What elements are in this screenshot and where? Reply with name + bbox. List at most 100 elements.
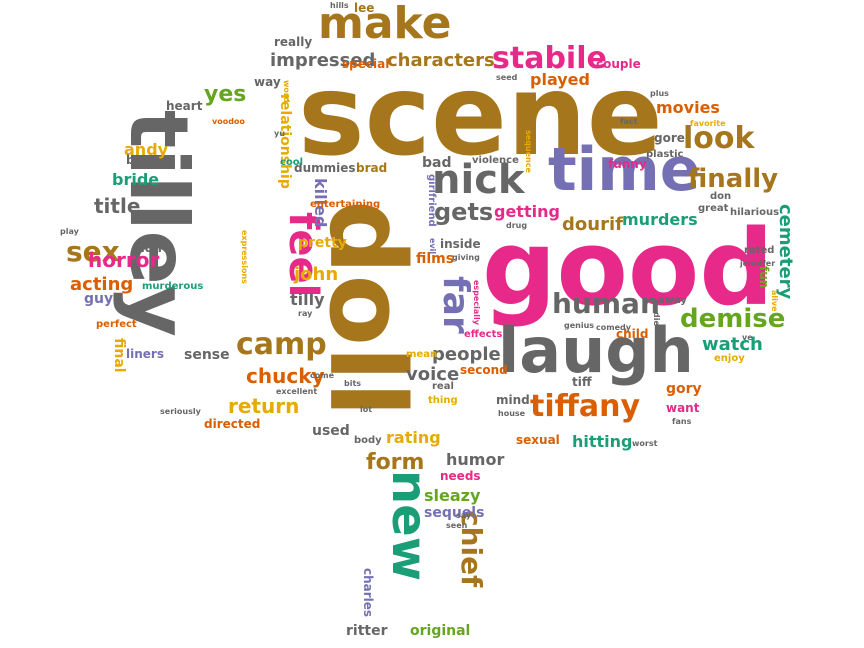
word-andy: andy	[124, 140, 169, 159]
word-yes: yes	[204, 82, 247, 107]
word-ritter: ritter	[346, 623, 388, 639]
word-fans: fans	[672, 417, 692, 426]
word-inside: inside	[440, 237, 481, 251]
word-return: return	[228, 394, 300, 418]
word-plastic: plastic	[646, 149, 684, 160]
word-come: come	[310, 371, 334, 380]
word-worst: worst	[632, 439, 658, 448]
word-sequence: sequence	[524, 130, 533, 173]
word-drug: drug	[506, 221, 528, 230]
word-alive: alive	[770, 290, 779, 312]
word-didn: didn	[132, 241, 162, 255]
word-liners: liners	[126, 347, 164, 361]
word-funny: funny	[608, 157, 647, 171]
word-good: good	[482, 207, 774, 329]
word-ray: ray	[298, 309, 313, 318]
word-john: john	[294, 264, 339, 285]
word-bad: bad	[422, 155, 452, 171]
word-dourif: dourif	[562, 214, 623, 235]
word-movies: movies	[656, 98, 720, 117]
word-sequels: sequels	[424, 505, 485, 521]
word-voodoo: voodoo	[212, 117, 245, 126]
word-plus: plus	[650, 89, 669, 98]
word-bits: bits	[344, 379, 362, 388]
word-genius: genius	[564, 321, 595, 330]
word-enjoy: enjoy	[714, 353, 745, 364]
word-ve: ve	[742, 333, 753, 342]
word-lee: lee	[354, 1, 375, 15]
word-make: make	[318, 0, 452, 49]
word-laugh: laugh	[498, 314, 694, 387]
word-getting: getting	[494, 202, 560, 221]
word-thing: thing	[428, 395, 458, 406]
word-say: say	[456, 511, 472, 520]
word-gory: gory	[666, 381, 702, 397]
word-used: used	[312, 423, 350, 439]
word-sex: sex	[66, 235, 120, 268]
word-second: second	[460, 363, 508, 377]
word-brad: brad	[356, 161, 388, 175]
word-real: real	[432, 381, 454, 392]
word-want: want	[666, 401, 700, 415]
word-title: title	[94, 194, 141, 218]
word-body: body	[354, 435, 382, 446]
word-original: original	[410, 623, 471, 639]
word-tilly: tilly	[290, 290, 325, 309]
word-time: time	[548, 135, 701, 205]
word-cool: cool	[280, 157, 304, 168]
word-really: really	[274, 35, 313, 49]
word-don: don	[710, 191, 732, 202]
word-mind: mind	[496, 393, 530, 407]
word-violence: violence	[472, 155, 519, 166]
word-scene: scene	[298, 51, 663, 181]
word-cemetery: cemetery	[775, 204, 796, 300]
word-die: die	[652, 312, 661, 326]
word-tiff: tiff	[572, 375, 592, 389]
word-characters: characters	[387, 50, 495, 71]
word-gore: gore	[654, 131, 685, 145]
word-gets: gets	[434, 198, 494, 226]
word-yu: yu	[274, 129, 285, 138]
word-acting: acting	[70, 274, 134, 295]
word-mean: mean	[406, 349, 438, 360]
word-especially: especially	[472, 280, 481, 325]
word-fact: fact	[620, 117, 638, 126]
word-stabile: stabile	[492, 41, 607, 76]
word-charles: charles	[361, 568, 375, 618]
word-effects: effects	[464, 329, 503, 340]
word-special: special	[342, 57, 390, 71]
word-hilarious: hilarious	[730, 207, 780, 218]
word-sleazy: sleazy	[424, 486, 481, 505]
word-expressions: expressions	[240, 230, 249, 284]
word-heart: heart	[166, 99, 203, 113]
word-seed: seed	[496, 73, 518, 82]
word-seen: seen	[446, 521, 468, 530]
word-guy: guy	[84, 291, 114, 307]
word-great: great	[698, 203, 729, 214]
word-form: form	[366, 450, 425, 475]
word-sense: sense	[184, 347, 230, 363]
word-seriously: seriously	[160, 407, 201, 416]
word-favorite: favorite	[690, 119, 726, 128]
word-look: look	[683, 121, 755, 156]
word-far: far	[435, 276, 476, 334]
word-human: human	[552, 287, 660, 320]
word-humor: humor	[446, 450, 505, 469]
word-best: best	[126, 153, 156, 167]
word-watch: watch	[702, 334, 763, 355]
word-play: play	[60, 227, 79, 236]
word-nick: nick	[432, 157, 525, 203]
word-voice: voice	[406, 364, 460, 385]
word-demise: demise	[680, 304, 786, 334]
word-jennifer: jennifer	[740, 259, 776, 268]
word-entertaining: entertaining	[310, 199, 381, 210]
word-perfect: perfect	[96, 319, 137, 330]
word-word: word	[282, 80, 291, 103]
word-murderous: murderous	[142, 281, 204, 292]
word-evil: evil	[428, 238, 437, 255]
word-dummies: dummies	[294, 161, 356, 175]
word-needs: needs	[440, 469, 481, 483]
word-films: films	[416, 251, 455, 267]
word-final: final	[111, 338, 127, 373]
